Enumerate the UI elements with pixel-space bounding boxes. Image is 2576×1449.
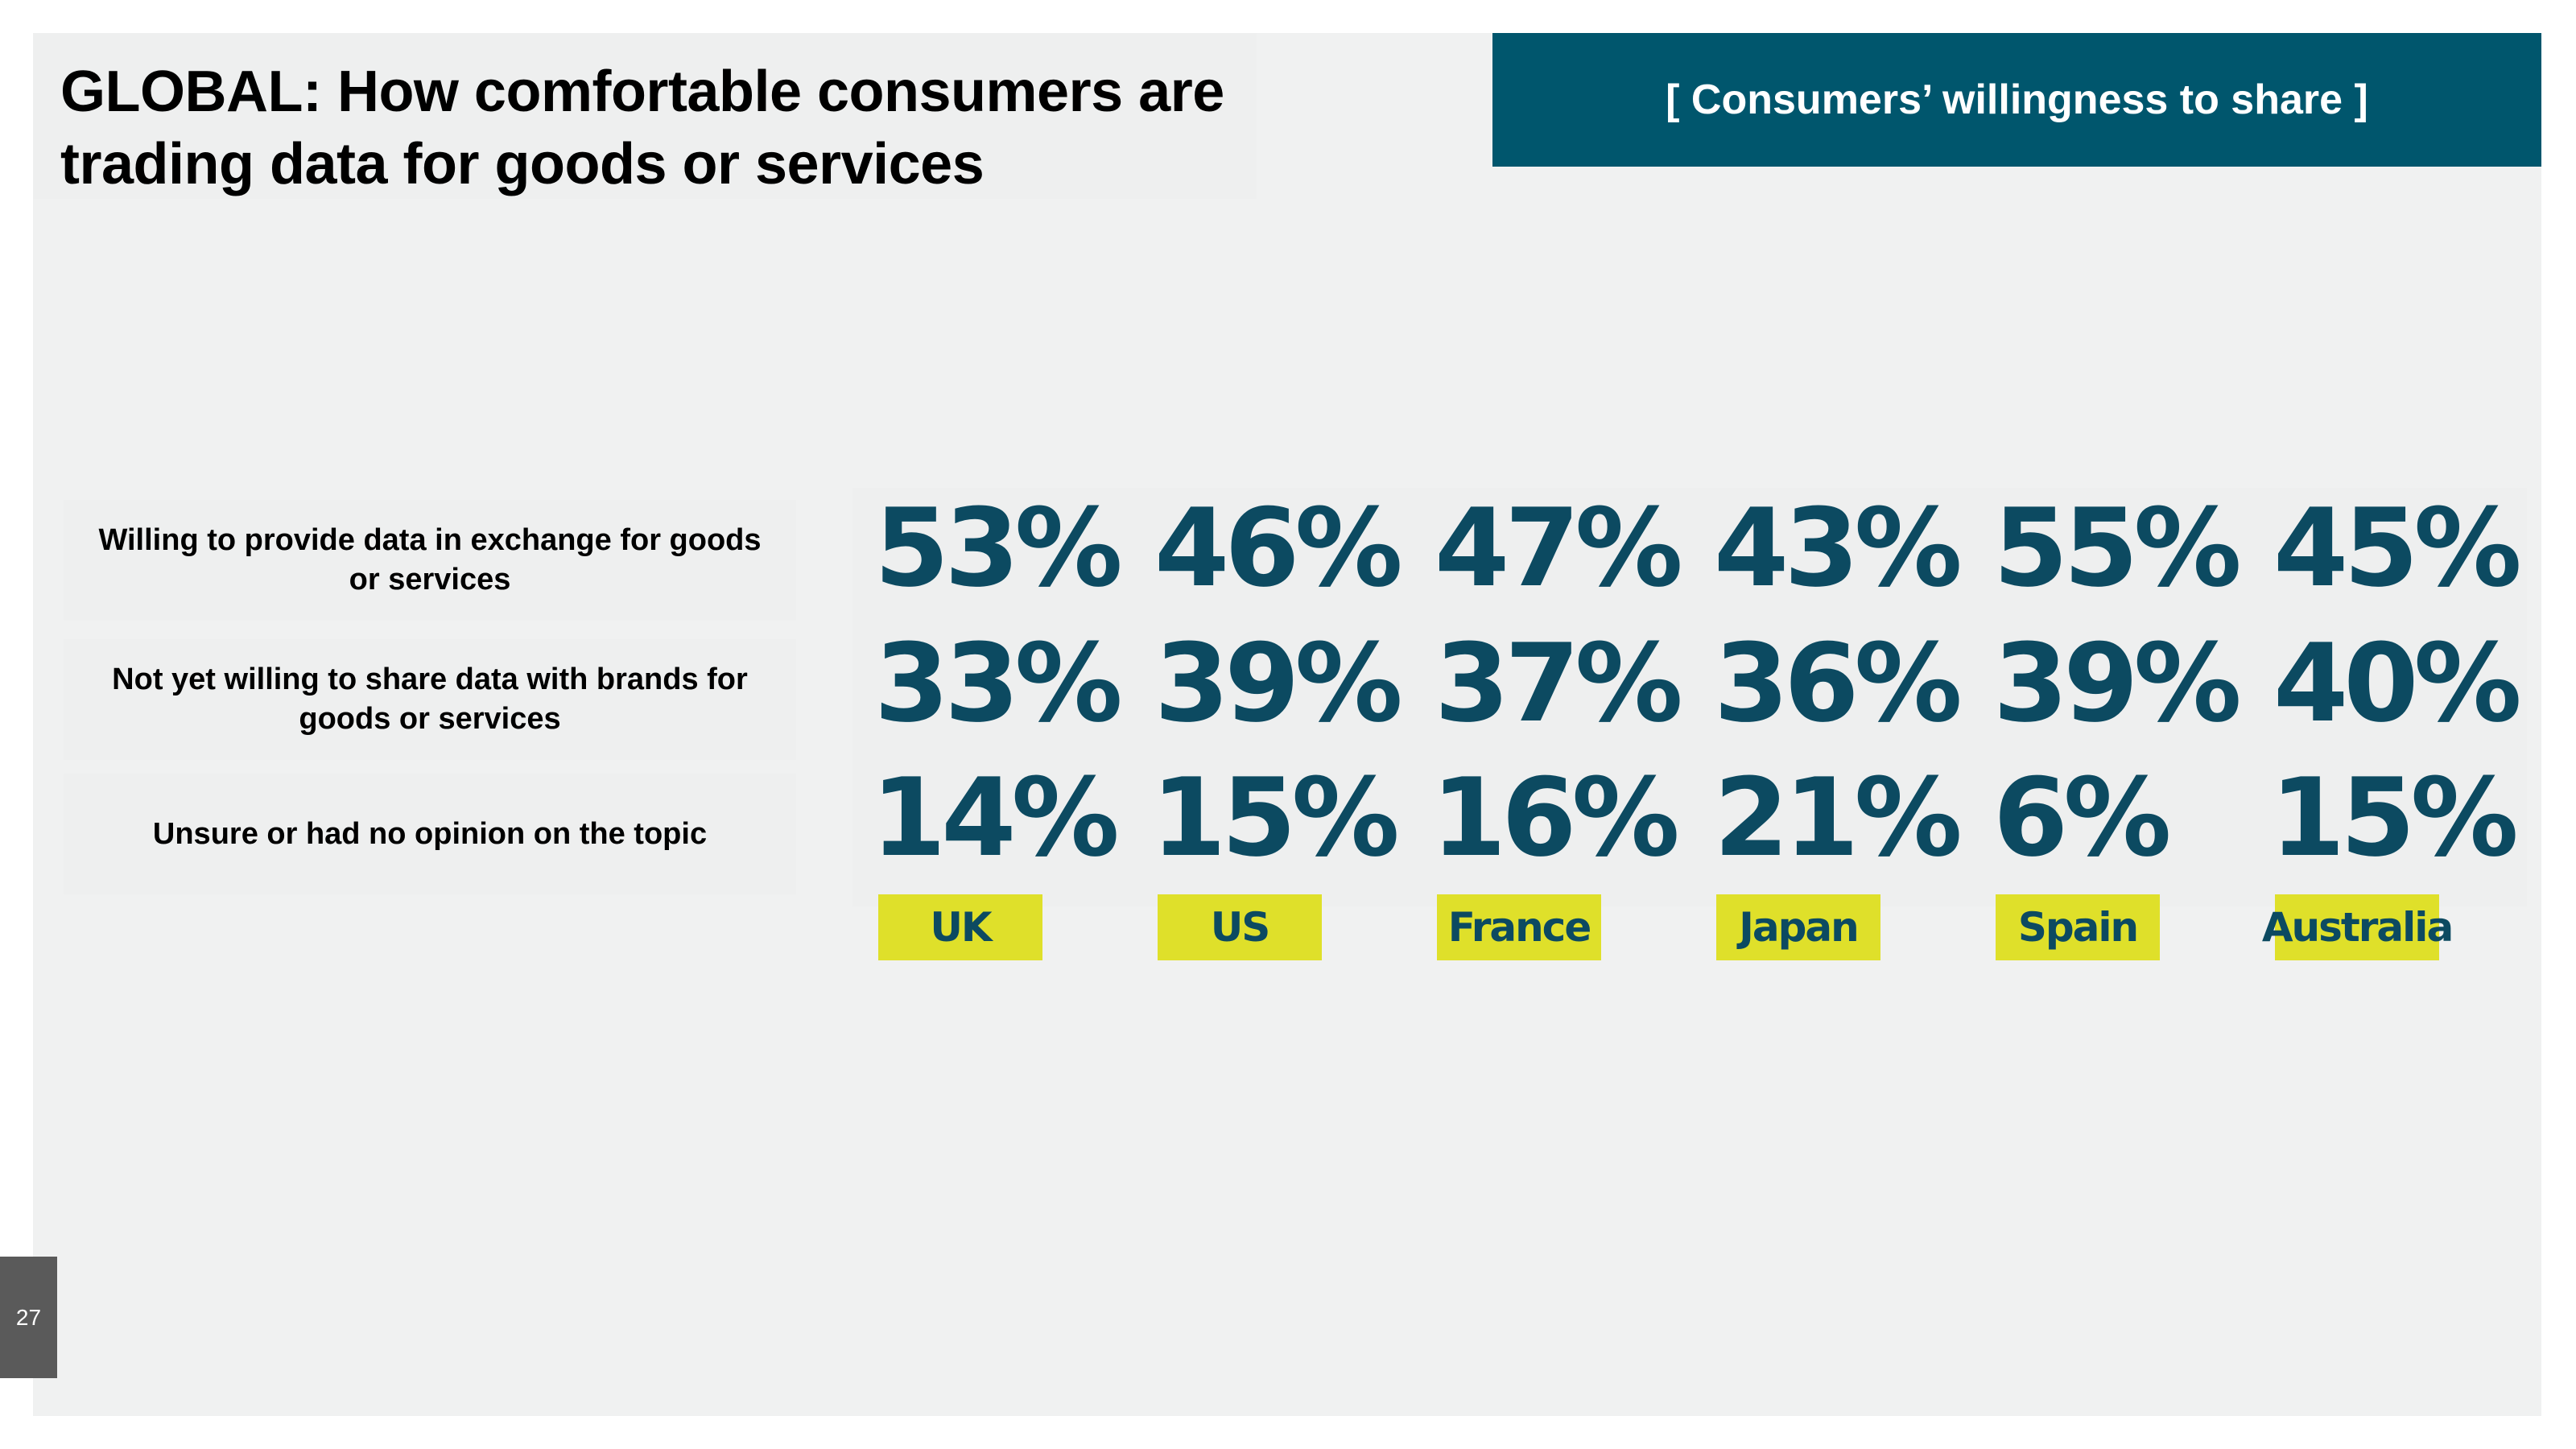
value-willing-australia: 45% bbox=[2273, 485, 2522, 611]
value-not-willing-france: 37% bbox=[1435, 621, 1683, 746]
country-label: Spain bbox=[2017, 904, 2139, 951]
value-willing-spain: 55% bbox=[1993, 485, 2242, 611]
value-not-willing-uk: 33% bbox=[874, 621, 1123, 746]
value-willing-france: 47% bbox=[1435, 485, 1683, 611]
value-not-willing-australia: 40% bbox=[2273, 621, 2522, 746]
row-label-text: Willing to provide data in exchange for … bbox=[98, 523, 762, 597]
value-unsure-australia: 15% bbox=[2270, 755, 2519, 881]
value-willing-uk: 53% bbox=[874, 485, 1123, 611]
values-panel bbox=[852, 488, 2527, 906]
slide: GLOBAL: How comfortable consumers are tr… bbox=[33, 33, 2541, 1416]
value-willing-us: 46% bbox=[1154, 485, 1403, 611]
page-number: 27 bbox=[0, 1257, 57, 1378]
country-badge-france: France bbox=[1437, 894, 1601, 960]
country-label: Japan bbox=[1739, 904, 1859, 951]
country-badge-uk: UK bbox=[878, 894, 1042, 960]
value-unsure-japan: 21% bbox=[1714, 755, 1963, 881]
row-label-text: Unsure or had no opinion on the topic bbox=[152, 816, 708, 851]
value-not-willing-japan: 36% bbox=[1714, 621, 1963, 746]
value-not-willing-spain: 39% bbox=[1993, 621, 2242, 746]
country-label: France bbox=[1447, 904, 1592, 951]
value-unsure-us: 15% bbox=[1151, 755, 1400, 881]
value-unsure-france: 16% bbox=[1431, 755, 1680, 881]
value-willing-japan: 43% bbox=[1714, 485, 1963, 611]
slide-title: GLOBAL: How comfortable consumers are tr… bbox=[60, 60, 1224, 196]
country-label: US bbox=[1210, 904, 1271, 951]
country-label: Australia bbox=[2261, 904, 2454, 951]
country-badge-us: US bbox=[1158, 894, 1322, 960]
country-label: UK bbox=[930, 904, 992, 951]
title-box: GLOBAL: How comfortable consumers are tr… bbox=[33, 33, 1257, 199]
row-label-unsure: Unsure or had no opinion on the topic bbox=[64, 774, 796, 894]
page-number-text: 27 bbox=[15, 1304, 42, 1330]
value-unsure-uk: 14% bbox=[871, 755, 1120, 881]
row-label-text: Not yet willing to share data with brand… bbox=[112, 663, 748, 736]
section-tag: [ Consumers’ willingness to share ] bbox=[1492, 33, 2541, 167]
row-label-willing: Willing to provide data in exchange for … bbox=[64, 500, 796, 621]
value-unsure-spain: 6% bbox=[1993, 755, 2172, 881]
row-label-not-willing: Not yet willing to share data with brand… bbox=[64, 639, 796, 760]
country-badge-spain: Spain bbox=[1996, 894, 2160, 960]
country-badge-australia: Australia bbox=[2262, 894, 2454, 960]
section-tag-label: [ Consumers’ willingness to share ] bbox=[1666, 76, 2368, 123]
country-badge-japan: Japan bbox=[1716, 894, 1880, 960]
value-not-willing-us: 39% bbox=[1154, 621, 1403, 746]
